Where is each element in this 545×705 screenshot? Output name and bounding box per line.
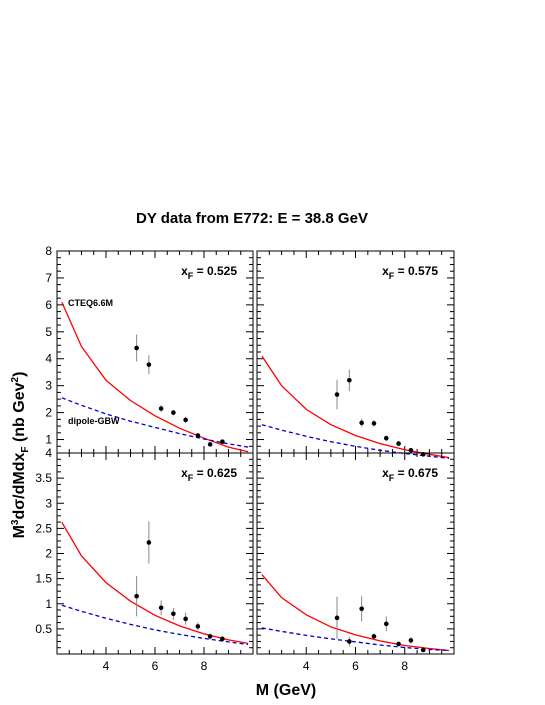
x-tick-label: 4 [303, 659, 310, 673]
y-tick-label: 1 [45, 433, 52, 447]
cteq-curve [261, 574, 450, 652]
panel-4: 4 6 8 xF = 0.675 [256, 452, 455, 673]
panels: 1 2 3 4 5 6 7 8 xF = 0.525 CTEQ6.6M dipole-GBW xF =… [35, 244, 455, 673]
data-point [207, 634, 213, 639]
data-point [334, 615, 340, 621]
y-tick-label: 2 [45, 547, 52, 561]
y-axis-title: M3dσ/dMdxF (nb Gev2) [10, 372, 31, 539]
data-point [207, 442, 213, 447]
cteq-curve [61, 521, 249, 645]
y-tick-label: 0.5 [35, 622, 52, 636]
y-tick-label: 3 [45, 496, 52, 510]
panel-frame [256, 452, 455, 655]
panel-label: xF = 0.625 [181, 466, 237, 483]
data-point [347, 377, 352, 383]
curve-annotation: CTEQ6.6M [68, 298, 113, 308]
x-tick-label: 6 [152, 659, 159, 673]
data-point [334, 392, 340, 397]
x-tick-label: 8 [401, 659, 408, 673]
panel-label: xF = 0.525 [181, 264, 237, 281]
data-point [183, 616, 188, 622]
data-point [371, 421, 377, 426]
y-tick-label: 5 [45, 325, 52, 339]
cteq-curve [261, 355, 450, 459]
data-point [383, 435, 389, 441]
panel-1: 1 2 3 4 5 6 7 8 xF = 0.525 CTEQ6.6M dipole-GBW [45, 244, 254, 454]
panel-label: xF = 0.675 [382, 466, 438, 483]
data-point [158, 406, 164, 411]
y-tick-label: 4 [45, 446, 52, 460]
y-tick-label: 6 [45, 298, 52, 312]
data-point [371, 634, 377, 639]
x-tick-label: 8 [201, 659, 208, 673]
data-point [195, 433, 201, 438]
x-tick-label: 4 [103, 659, 110, 673]
data-point [146, 540, 152, 545]
y-tick-label: 1.5 [35, 572, 52, 586]
data-point [396, 441, 401, 446]
y-tick-label: 2.5 [35, 521, 52, 535]
panel-2: xF = 0.575 [256, 250, 455, 460]
data-point [396, 641, 401, 647]
panel-frame [256, 250, 455, 454]
data-point [359, 420, 364, 426]
data-point [146, 362, 152, 367]
data-point [220, 636, 225, 642]
data-point [183, 417, 188, 423]
data-point [171, 410, 176, 415]
data-point [220, 439, 225, 444]
dipole-curve [261, 627, 450, 652]
dipole-curve [61, 604, 249, 646]
y-tick-label: 4 [45, 352, 52, 366]
data-point [158, 605, 164, 611]
curve-annotation: dipole-GBW [68, 416, 120, 426]
panel-label: xF = 0.575 [382, 264, 438, 281]
data-point [134, 345, 139, 351]
y-tick-label: 2 [45, 406, 52, 420]
y-tick-label: 3 [45, 379, 52, 393]
panel-3: 4 6 8 0.5 1 1.5 2 2.5 3 3.5 4 xF = 0.625 [35, 446, 254, 673]
data-point [347, 639, 352, 644]
figure-title: DY data from E772: E = 38.8 GeV [136, 210, 368, 227]
data-point [383, 621, 389, 627]
y-tick-label: 7 [45, 271, 52, 285]
y-tick-label: 8 [45, 244, 52, 258]
data-point [171, 611, 176, 617]
x-axis-title: M (GeV) [256, 682, 316, 699]
y-tick-label: 3.5 [35, 471, 52, 485]
y-tick-label: 1 [45, 597, 52, 611]
data-point [134, 593, 139, 599]
data-point [420, 647, 426, 653]
cteq-curve [61, 301, 249, 453]
data-point [359, 606, 364, 612]
data-point [408, 448, 414, 453]
data-point [195, 624, 201, 629]
x-tick-label: 6 [352, 659, 359, 673]
data-point [408, 638, 414, 643]
panel-frame [56, 452, 254, 655]
